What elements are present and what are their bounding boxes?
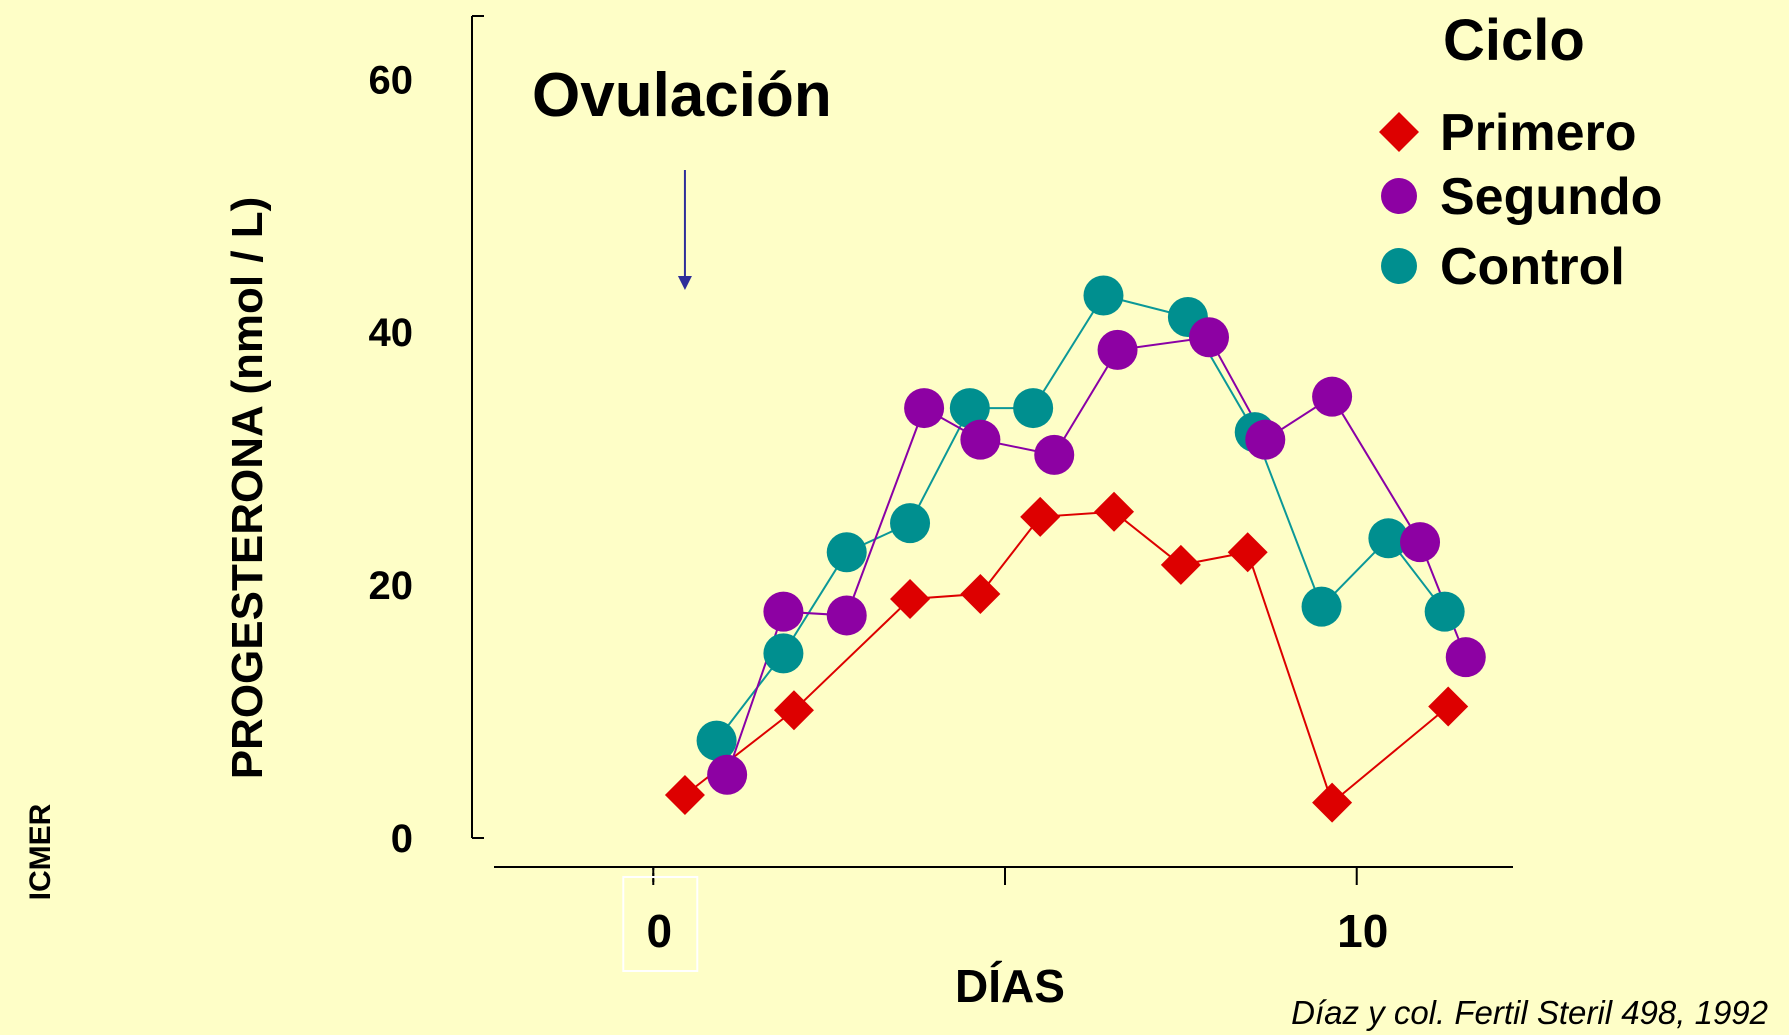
point-primero-2: [890, 579, 931, 620]
point-primero-7: [1227, 532, 1268, 573]
series-line-primero: [684, 510, 1449, 805]
series-points-control: [696, 275, 1465, 761]
point-primero-8: [1312, 782, 1353, 823]
y-tick-label-40: 40: [369, 311, 414, 355]
point-control-6: [1083, 275, 1124, 316]
point-control-2: [826, 532, 867, 573]
point-control-9: [1301, 586, 1342, 627]
point-control-0: [696, 720, 737, 761]
point-segundo-1: [763, 591, 804, 632]
legend-title: Ciclo: [1443, 8, 1585, 73]
watermark-icmer: ICMER: [24, 803, 57, 900]
x-tick-label-10: 10: [1337, 905, 1388, 957]
point-control-11: [1424, 591, 1465, 632]
point-control-3: [890, 503, 931, 544]
point-primero-1: [773, 690, 814, 731]
labels-group: PROGESTERONA (nmol / L) DÍAS ICMER Díaz …: [24, 8, 1768, 1031]
point-control-10: [1368, 518, 1409, 559]
citation-text: Díaz y col. Fertil Steril 498, 1992: [1291, 994, 1768, 1031]
point-control-1: [763, 633, 804, 674]
series-line-control: [715, 294, 1446, 742]
y-axis-label: PROGESTERONA (nmol / L): [223, 197, 272, 780]
axes-group: 0 10 0 20 40 60: [369, 15, 1513, 972]
point-primero-6: [1160, 544, 1201, 585]
point-primero-5: [1094, 491, 1135, 532]
point-segundo-6: [1097, 329, 1138, 370]
ovulation-annotation: Ovulación: [532, 61, 832, 130]
point-segundo-3: [904, 388, 945, 429]
series-points-primero: [664, 491, 1469, 823]
point-segundo-8: [1245, 419, 1286, 460]
point-primero-4: [1020, 496, 1061, 537]
point-primero-9: [1428, 686, 1469, 727]
point-segundo-7: [1189, 317, 1229, 358]
y-tick-label-60: 60: [369, 58, 414, 102]
legend-label-primero: Primero: [1440, 104, 1637, 162]
point-primero-0: [664, 775, 705, 816]
point-segundo-9: [1312, 376, 1353, 417]
legend: Primero Segundo Control: [1379, 104, 1662, 296]
ovulation-arrow-head: [677, 276, 692, 290]
point-segundo-2: [826, 595, 867, 636]
point-control-5: [1013, 388, 1054, 429]
legend-marker-primero: [1379, 112, 1419, 152]
series-layer: [664, 275, 1486, 823]
point-segundo-0: [707, 754, 748, 795]
point-segundo-4: [960, 419, 1001, 460]
legend-marker-control: [1381, 248, 1417, 284]
point-control-4: [949, 388, 990, 429]
x-axis-label: DÍAS: [955, 960, 1065, 1012]
legend-marker-segundo: [1381, 178, 1417, 214]
point-segundo-11: [1445, 637, 1486, 678]
series-points-segundo: [707, 317, 1486, 795]
legend-label-segundo: Segundo: [1440, 168, 1662, 226]
point-primero-3: [960, 573, 1001, 614]
y-tick-label-0: 0: [391, 817, 413, 861]
legend-label-control: Control: [1440, 238, 1625, 296]
point-segundo-5: [1034, 434, 1075, 475]
x-tick-label-0: 0: [646, 905, 672, 957]
x-zero-label-box: [622, 876, 699, 972]
y-tick-label-20: 20: [369, 564, 414, 608]
point-segundo-10: [1400, 522, 1441, 563]
